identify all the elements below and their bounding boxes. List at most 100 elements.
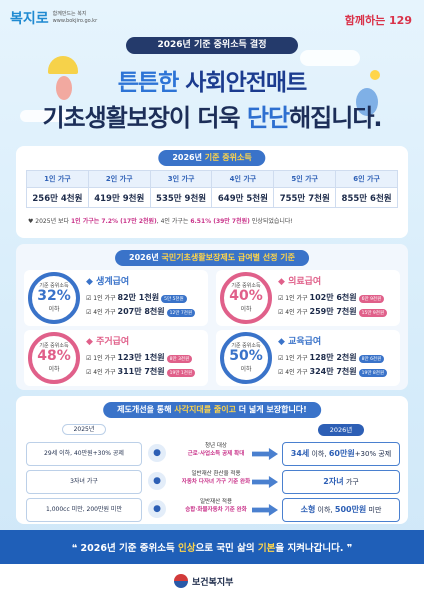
headline-line1: 튼튼한 사회안전매트 xyxy=(117,70,307,96)
ministry-name: 보건복지부 xyxy=(192,577,234,588)
benefit-line-1: ☑ 1인 가구 82만 1천원 5만 5천원 xyxy=(86,292,187,303)
increase-tag: 15만 9천원 xyxy=(358,308,388,317)
increase-tag: 6만 9천원 xyxy=(358,294,385,303)
logo-url: www.bokjiro.go.kr xyxy=(52,18,98,24)
benefit-box: 기준 중위소득 48% 이하 ◆ 주거급여 ☑ 1인 가구 123만 1천원 8만 3천원… xyxy=(24,330,208,386)
table-header-row: 1인 가구 2인 가구 3인 가구 4인 가구 5인 가구 6인 가구 xyxy=(26,170,398,188)
median-income-card: 2026년 기준 중위소득 1인 가구 2인 가구 3인 가구 4인 가구 5인… xyxy=(16,146,408,238)
ring-below: 이하 xyxy=(240,306,252,313)
ring-percent: 50% xyxy=(229,348,263,364)
table-header: 5인 가구 xyxy=(273,170,337,188)
benefit-line-1: ☑ 1인 가구 123만 1천원 8만 3천원 xyxy=(86,352,193,363)
table-cell: 419만 9천원 xyxy=(87,187,151,208)
new-year-label: 2026년 xyxy=(318,424,364,436)
table-header: 3인 가구 xyxy=(149,170,213,188)
table-header: 1인 가구 xyxy=(26,170,89,188)
section-title: 2026년 기준 중위소득 xyxy=(158,150,266,166)
benefit-title: ◆ 생계급여 xyxy=(86,277,130,287)
increase-tag: 5만 5천원 xyxy=(161,294,187,303)
new-criterion: 2자녀 가구 xyxy=(282,470,400,494)
ring-below: 이하 xyxy=(48,306,60,313)
section-title: 2026년 국민기초생활보장제도 급여별 선정 기준 xyxy=(115,250,309,266)
family-icon: ● xyxy=(148,472,166,490)
benefit-criteria-card: 2026년 국민기초생활보장제도 급여별 선정 기준 기준 중위소득 32% 이하 ◆… xyxy=(16,244,408,390)
bokjiro-logo[interactable]: 복지로 함께만드는 복지 www.bokjiro.go.kr xyxy=(10,8,97,28)
section-title: 제도개선을 통해 사각지대를 줄이고 더 넓게 보장합니다! xyxy=(103,402,321,418)
helpline-logo: 함께하는 129 xyxy=(344,14,412,27)
table-cell: 755만 7천원 xyxy=(273,187,337,208)
car-icon: ● xyxy=(148,500,166,518)
benefit-line-1: ☑ 1인 가구 128만 2천원 8만 6천원 xyxy=(278,352,385,363)
benefit-box: 기준 중위소득 40% 이하 ◆ 의료급여 ☑ 1인 가구 102만 6천원 6만 9천원… xyxy=(216,270,400,326)
increase-note: ♥ 2025년 보다 1인 가구는 7.2% (17만 2천원), 4인 가구는… xyxy=(28,218,293,225)
table-cell: 535만 9천원 xyxy=(149,187,213,208)
old-criterion: 3자녀 가구 xyxy=(26,470,142,494)
ring-label: 기준 중위소득 xyxy=(231,343,261,349)
old-criterion: 1,000cc 미만, 200만원 미만 xyxy=(26,498,142,522)
benefit-line-1: ☑ 1인 가구 102만 6천원 6만 9천원 xyxy=(278,292,385,303)
new-criterion: 소형 이하, 500만원 미만 xyxy=(282,498,400,522)
old-year-label: 2025년 xyxy=(62,424,106,435)
reform-row: 1,000cc 미만, 200만원 미만 ● 일반재산 적용 승합·화물자동차 기준 … xyxy=(16,496,408,530)
benefit-title: ◆ 주거급여 xyxy=(86,337,130,347)
increase-tag: 19만 8천원 xyxy=(358,368,388,377)
ring-label: 기준 중위소득 xyxy=(39,283,69,289)
reform-desc: 청년 대상 근로·사업소득 공제 확대 xyxy=(187,443,245,457)
benefit-line-2: ☑ 4인 가구 324만 7천원 19만 8천원 xyxy=(278,366,388,377)
ring-percent: 32% xyxy=(37,288,71,304)
reform-desc: 일반재산 적용 승합·화물자동차 기준 완화 xyxy=(185,499,247,513)
table-header: 2인 가구 xyxy=(87,170,151,188)
benefit-box: 기준 중위소득 50% 이하 ◆ 교육급여 ☑ 1인 가구 128만 2천원 8만 6천원… xyxy=(216,330,400,386)
increase-tag: 19만 1천원 xyxy=(166,368,196,377)
increase-tag: 8만 6천원 xyxy=(358,354,385,363)
new-criterion: 34세 이하, 60만원+30% 공제 xyxy=(282,442,400,466)
ring-label: 기준 중위소득 xyxy=(39,343,69,349)
criteria-ring: 기준 중위소득 32% 이하 xyxy=(28,272,80,324)
cloud xyxy=(300,50,360,66)
table-cell: 649만 5천원 xyxy=(211,187,275,208)
benefit-box: 기준 중위소득 32% 이하 ◆ 생계급여 ☑ 1인 가구 82만 1천원 5만 5천원 ☑… xyxy=(24,270,208,326)
footer-logo-bar xyxy=(0,564,424,600)
reform-row: 3자녀 가구 ● 일반재산 환산율 적용 자동차 다자녀 가구 기준 완화 2자녀 가구 xyxy=(16,468,408,502)
headline-line2: 기초생활보장이 더욱 단단해집니다. xyxy=(42,104,382,132)
benefit-line-2: ☑ 4인 가구 259만 7천원 15만 9천원 xyxy=(278,306,388,317)
ring-below: 이하 xyxy=(240,366,252,373)
benefit-line-2: ☑ 4인 가구 311만 7천원 19만 1천원 xyxy=(86,366,196,377)
criteria-ring: 기준 중위소득 48% 이하 xyxy=(28,332,80,384)
footer-quote: ❝ 2026년 기준 중위소득 인상으로 국민 삶의 기본을 지켜나갑니다. ❞ xyxy=(71,543,353,554)
ring-below: 이하 xyxy=(48,366,60,373)
old-criterion: 29세 이하, 40만원+30% 공제 xyxy=(26,442,142,466)
benefit-line-2: ☑ 4인 가구 207만 8천원 12만 7천원 xyxy=(86,306,196,317)
increase-tag: 8만 3천원 xyxy=(166,354,193,363)
logo-mark: 복지로 xyxy=(10,11,49,27)
reform-row: 29세 이하, 40만원+30% 공제 ● 청년 대상 근로·사업소득 공제 확대 34… xyxy=(16,440,408,474)
table-header: 6인 가구 xyxy=(335,170,398,188)
umbrella-icon xyxy=(48,56,78,74)
page-title: 2026년 기준 중위소득 결정 xyxy=(126,37,298,54)
ministry-logo[interactable]: 보건복지부 xyxy=(174,574,233,588)
benefit-title: ◆ 교육급여 xyxy=(278,337,322,347)
criteria-ring: 기준 중위소득 50% 이하 xyxy=(220,332,272,384)
education-icon: ◆ xyxy=(278,337,289,347)
wallet-icon: ◆ xyxy=(86,277,97,287)
table-header: 4인 가구 xyxy=(211,170,275,188)
house-icon: ◆ xyxy=(86,337,97,347)
reform-card: 제도개선을 통해 사각지대를 줄이고 더 넓게 보장합니다! 2025년 202… xyxy=(16,396,408,524)
child-character xyxy=(56,76,72,100)
taegeuk-icon xyxy=(174,574,188,588)
reform-desc: 일반재산 환산율 적용 자동차 다자녀 가구 기준 완화 xyxy=(181,471,251,485)
medical-icon: ◆ xyxy=(278,277,289,287)
youth-icon: ● xyxy=(148,444,166,462)
table-cell: 855만 6천원 xyxy=(335,187,398,208)
table-cell: 256만 4천원 xyxy=(26,187,89,208)
ring-percent: 40% xyxy=(229,288,263,304)
child-character xyxy=(356,88,378,116)
increase-tag: 12만 7천원 xyxy=(166,308,196,317)
star-icon xyxy=(370,70,380,80)
ring-percent: 48% xyxy=(37,348,71,364)
criteria-ring: 기준 중위소득 40% 이하 xyxy=(220,272,272,324)
table-row: 256만 4천원 419만 9천원 535만 9천원 649만 5천원 755만… xyxy=(26,187,398,208)
logo-slogan: 함께만드는 복지 xyxy=(52,11,87,17)
cloud xyxy=(20,110,70,122)
ring-label: 기준 중위소득 xyxy=(231,283,261,289)
